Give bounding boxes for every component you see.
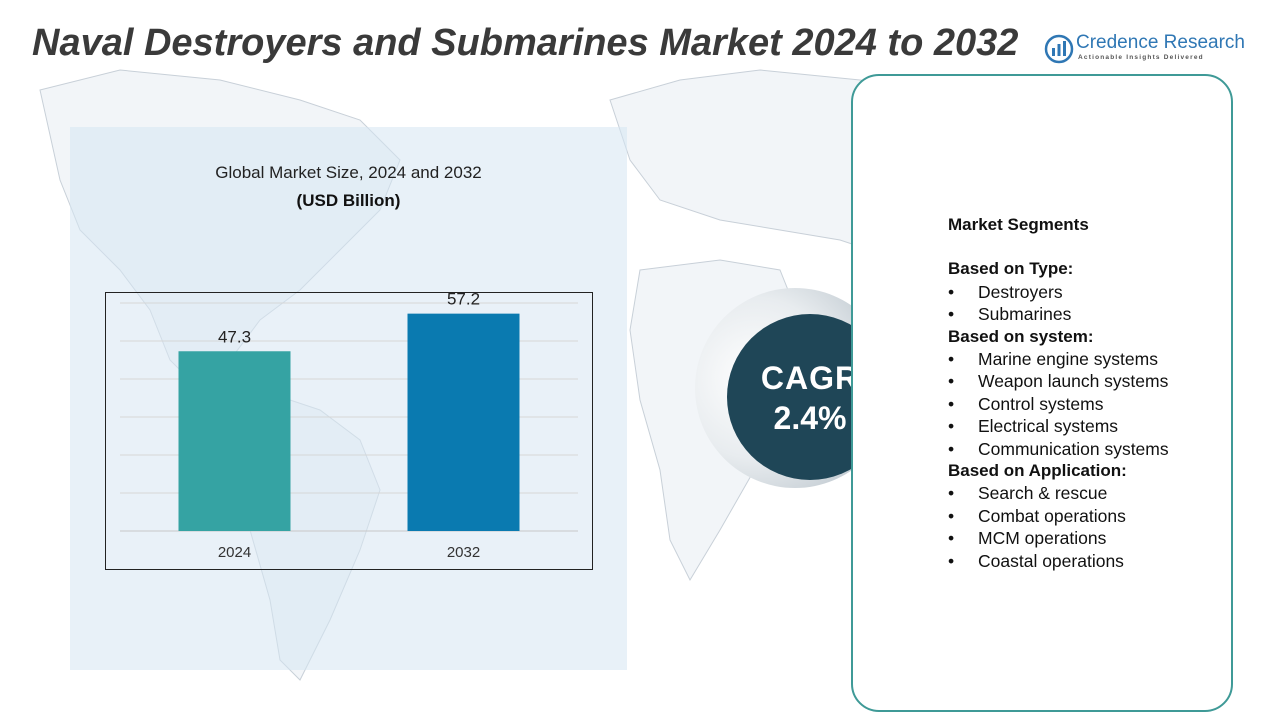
chart-title: Global Market Size, 2024 and 2032 xyxy=(215,163,482,182)
credence-logo-icon xyxy=(1044,34,1074,64)
data-label-2024: 47.3 xyxy=(218,327,251,346)
x-tick-label-2032: 2032 xyxy=(447,544,480,561)
segment-item: • Marine engine systems xyxy=(948,349,1158,370)
cagr-value: 2.4% xyxy=(773,400,847,436)
segments-heading: Market Segments xyxy=(948,215,1089,234)
segment-item: • Weapon launch systems xyxy=(948,371,1169,392)
bar-chart: 47.3 2024 57.2 2032 xyxy=(120,293,578,561)
bar-2024 xyxy=(178,351,291,531)
segment-item: • Communication systems xyxy=(948,438,1169,459)
data-label-2032: 57.2 xyxy=(447,293,480,309)
plot-area: 47.3 2024 57.2 2032 xyxy=(105,292,593,570)
market-segments-card: Market Segments Based on Type: • Destroye… xyxy=(851,74,1233,712)
segment-item: • Electrical systems xyxy=(948,416,1119,437)
segment-item: • Coastal operations xyxy=(948,550,1124,571)
segment-item: • Combat operations xyxy=(948,505,1126,526)
segment-item: • Control systems xyxy=(948,393,1104,414)
segment-group-title: Based on Application: xyxy=(948,461,1127,481)
brand-logo[interactable]: Credence Research Actionable Insights De… xyxy=(1040,30,1260,66)
segment-list: • Marine engine systems • Weapon launch sy… xyxy=(948,348,1238,460)
chart-panel: Global Market Size, 2024 and 2032 (USD B… xyxy=(70,127,627,670)
segment-group-title: Based on Type: xyxy=(948,259,1074,279)
segment-list: • Destroyers • Submarines xyxy=(948,281,1238,326)
cagr-label: CAGR xyxy=(760,360,860,396)
brand-tagline: Actionable Insights Delivered xyxy=(1078,54,1204,61)
brand-name: Credence Research xyxy=(1076,32,1245,53)
segments-content: Market Segments Based on Type: • Destroye… xyxy=(948,214,1238,572)
page-title: Naval Destroyers and Submarines Market 2… xyxy=(32,22,1019,64)
segment-item: • Search & rescue xyxy=(948,483,1108,504)
segment-item: • Destroyers xyxy=(948,281,1063,302)
segment-list: • Search & rescue • Combat operations • MCM… xyxy=(948,482,1238,572)
segment-item: • Submarines xyxy=(948,304,1072,325)
segment-item: • MCM operations xyxy=(948,528,1107,549)
segment-group-title: Based on system: xyxy=(948,326,1094,346)
bar-2032 xyxy=(407,313,520,531)
chart-unit-label: (USD Billion) xyxy=(296,191,401,210)
x-tick-label-2024: 2024 xyxy=(218,544,251,561)
